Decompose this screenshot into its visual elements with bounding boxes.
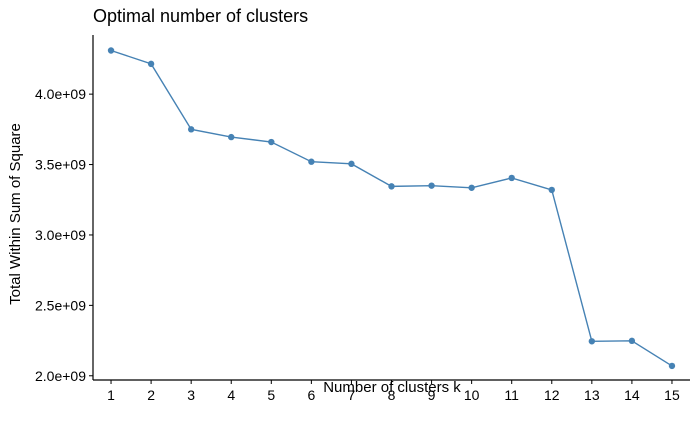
data-point xyxy=(428,182,435,189)
x-axis-title: Number of clusters k xyxy=(323,379,461,396)
x-tick-label: 11 xyxy=(504,387,519,403)
data-point xyxy=(508,174,515,182)
x-axis-ticks: 1 2 3 4 5 6 7 8 9 10 11 12 13 14 15 xyxy=(107,380,680,403)
x-tick-label: 2 xyxy=(147,387,155,403)
y-tick-label: 2.0e+09 xyxy=(35,368,86,384)
x-tick-label: 7 xyxy=(348,387,356,403)
y-axis-title: Total Within Sum of Square xyxy=(7,123,24,305)
x-tick-label: 4 xyxy=(227,387,235,403)
x-tick-label: 13 xyxy=(584,387,600,403)
data-point xyxy=(588,338,596,345)
data-point xyxy=(468,184,475,191)
data-point xyxy=(268,138,275,146)
data-point xyxy=(628,337,636,345)
x-tick-label: 14 xyxy=(624,387,640,403)
x-tick-label: 5 xyxy=(267,387,275,403)
y-tick-label: 3.5e+09 xyxy=(35,157,86,173)
data-point xyxy=(548,186,555,194)
x-tick-label: 15 xyxy=(664,387,680,403)
x-tick-label: 8 xyxy=(388,387,396,403)
y-tick-label: 3.0e+09 xyxy=(35,227,86,243)
data-point xyxy=(348,160,355,168)
y-tick-label: 2.5e+09 xyxy=(35,297,86,313)
x-tick-label: 10 xyxy=(464,387,480,403)
data-point xyxy=(107,47,115,54)
wss-data-points xyxy=(107,47,676,370)
data-point xyxy=(308,158,315,165)
y-tick-label: 4.0e+09 xyxy=(35,86,86,102)
y-axis-ticks: 2.0e+09 2.5e+09 3.0e+09 3.5e+09 4.0e+09 xyxy=(35,86,93,384)
x-tick-label: 1 xyxy=(107,387,115,403)
x-tick-label: 12 xyxy=(544,387,560,403)
data-point xyxy=(668,362,676,370)
x-tick-label: 6 xyxy=(307,387,315,403)
x-tick-label: 3 xyxy=(187,387,195,403)
x-tick-label: 9 xyxy=(428,387,436,403)
data-point xyxy=(388,183,395,190)
data-point xyxy=(147,60,155,68)
chart-title: Optimal number of clusters xyxy=(93,6,308,26)
data-point xyxy=(187,126,195,133)
data-point xyxy=(228,133,235,141)
wss-series-line xyxy=(110,49,673,367)
